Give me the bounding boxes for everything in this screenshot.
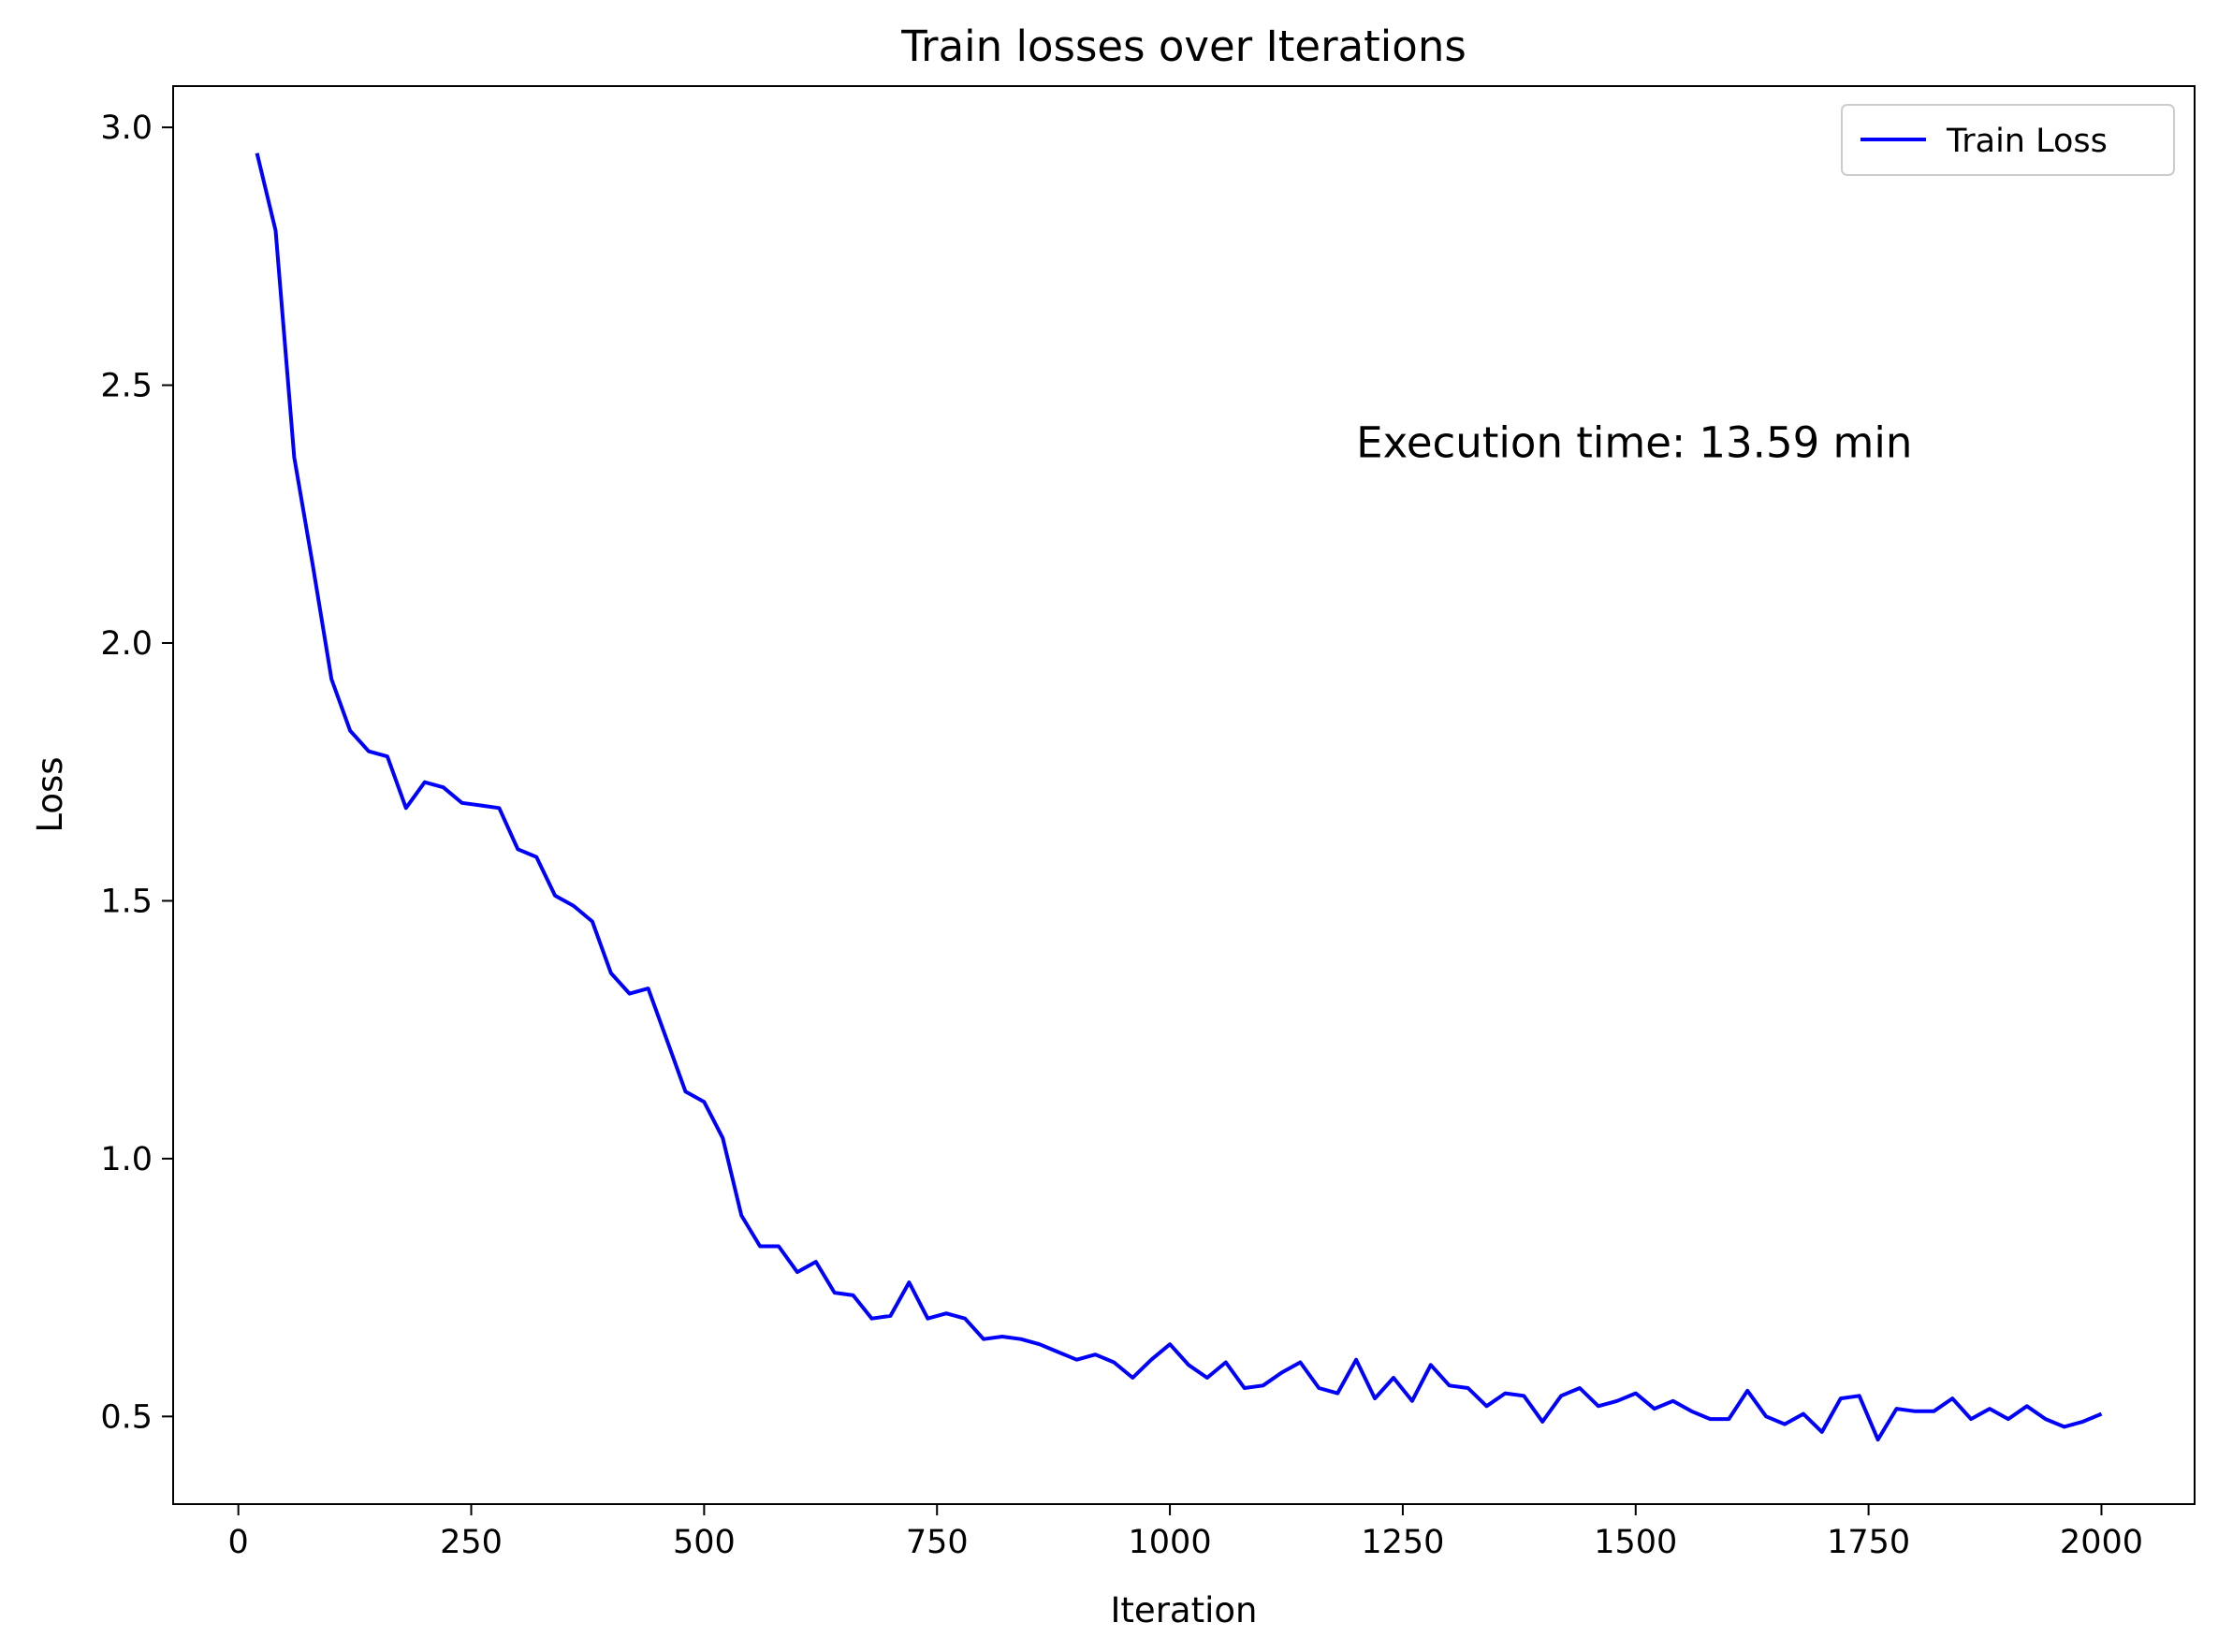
legend-label: Train Loss (1946, 123, 2108, 160)
plot-area (255, 153, 2103, 1442)
x-tick-label: 0 (228, 1524, 249, 1561)
y-tick-label: 2.5 (100, 368, 153, 405)
x-tick-label: 750 (906, 1524, 969, 1561)
x-tick-label: 1750 (1827, 1524, 1910, 1561)
y-tick-label: 0.5 (100, 1398, 153, 1436)
y-tick-label: 1.5 (100, 883, 153, 920)
x-tick-label: 1500 (1594, 1524, 1677, 1561)
y-axis: 0.5 1.0 1.5 2.0 2.5 3.0 (100, 110, 173, 1436)
execution-time-annotation: Execution time: 13.59 min (1356, 418, 1912, 468)
x-tick-label: 250 (440, 1524, 503, 1561)
y-tick-label: 1.0 (100, 1141, 153, 1178)
x-axis-label: Iteration (1111, 1590, 1258, 1630)
legend: Train Loss (1841, 104, 2175, 176)
y-tick-label: 3.0 (100, 110, 153, 147)
y-axis-label: Loss (30, 756, 70, 832)
axes-frame (172, 85, 2196, 1505)
x-tick-label: 2000 (2060, 1524, 2143, 1561)
x-axis: 0 250 500 750 1000 1250 1500 1750 2000 (228, 1504, 2143, 1561)
x-tick-label: 1000 (1129, 1524, 1212, 1561)
x-tick-label: 1250 (1361, 1524, 1444, 1561)
series-line-train-loss (255, 153, 2103, 1442)
y-tick-label: 2.0 (100, 625, 153, 663)
legend-box (1841, 104, 2175, 176)
x-tick-label: 500 (673, 1524, 736, 1561)
chart-title: Train losses over Iterations (900, 22, 1467, 71)
